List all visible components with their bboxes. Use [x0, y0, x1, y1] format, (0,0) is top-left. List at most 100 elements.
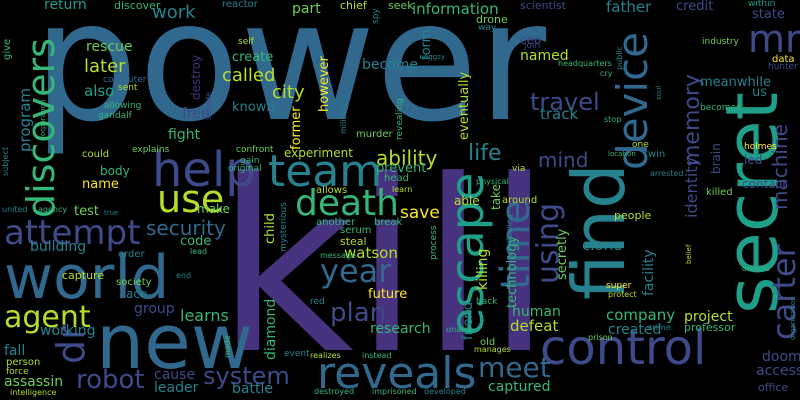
word-make: make	[197, 202, 230, 216]
word-future: future	[368, 287, 408, 302]
word-year: year	[320, 252, 392, 290]
word-event: event	[284, 349, 310, 359]
word-working: working	[40, 323, 96, 339]
word-program: program	[16, 87, 34, 152]
word-manages: manages	[474, 345, 511, 354]
word-prevent: prevent	[376, 161, 427, 176]
word-allows: allows	[316, 185, 348, 196]
word-confront: confront	[236, 145, 274, 155]
word-life: life	[468, 141, 502, 166]
word-eggsy: eggsy	[424, 53, 445, 61]
word-defeat: defeat	[510, 317, 559, 335]
word-around: around	[502, 195, 538, 206]
word-contact: contact	[742, 177, 787, 191]
word-city: city	[272, 82, 305, 103]
word-allowing: allowing	[104, 101, 142, 111]
word-system: system	[203, 362, 290, 390]
word-find: find	[557, 163, 641, 300]
word-destroyed: destroyed	[314, 387, 355, 396]
word-fall: fall	[4, 343, 26, 359]
word-brain: brain	[709, 143, 723, 174]
word-soul: soul	[655, 85, 663, 100]
word-following: following	[505, 214, 514, 250]
word-organization: organization	[789, 296, 797, 340]
word-mysterious: mysterious	[279, 202, 289, 252]
word-group: group	[134, 301, 175, 317]
word-serum: serum	[340, 225, 372, 236]
word-industry: industry	[702, 37, 739, 47]
word-leader: leader	[154, 380, 199, 396]
word-super: super	[606, 281, 632, 291]
word-friend: friend	[461, 301, 476, 340]
word-break: break	[374, 217, 403, 228]
word-within: within	[748, 0, 776, 9]
word-building: building	[30, 239, 87, 255]
word-identity: identity	[682, 156, 701, 218]
word-physical: physical	[476, 177, 509, 186]
word-ability: ability	[376, 146, 438, 170]
word-save: save	[400, 203, 440, 223]
word-meet: meet	[478, 351, 551, 384]
word-state: state	[752, 7, 785, 22]
word-captured: captured	[488, 379, 551, 395]
word-battle: battle	[232, 381, 273, 397]
word-control: control	[540, 320, 707, 376]
word-subject: subject	[1, 147, 10, 176]
word-created: created	[608, 322, 662, 338]
word-return: return	[44, 0, 87, 13]
word-mr: mr	[748, 17, 800, 61]
word-society: society	[116, 277, 152, 288]
word-back: back	[476, 297, 498, 307]
word-original: original	[228, 164, 262, 174]
word-location: location	[608, 150, 636, 158]
word-person: person	[6, 357, 41, 368]
word-people: people	[614, 209, 652, 222]
word-chief: chief	[340, 0, 367, 12]
word-made: made	[223, 335, 232, 358]
word-clone: clone	[582, 236, 623, 254]
word-cry: cry	[600, 69, 613, 78]
word-kill: kill	[216, 130, 553, 400]
word-robot: robot	[76, 365, 145, 395]
word-work: work	[152, 2, 196, 23]
word-watson: watson	[344, 244, 398, 262]
word-computer: computer	[103, 75, 147, 85]
word-later: later	[84, 56, 126, 77]
word-one: one	[632, 140, 649, 150]
word-however: however	[317, 56, 332, 112]
word-unable: unable	[446, 325, 474, 334]
word-office: office	[758, 381, 789, 394]
word-company: company	[606, 306, 676, 324]
word-power: power	[33, 0, 547, 159]
word-us: us	[752, 85, 768, 100]
word-eventually: eventually	[457, 71, 472, 140]
word-united: united	[2, 205, 28, 214]
word-agency: agency	[38, 205, 68, 214]
word-fight: fight	[168, 127, 201, 143]
word-imprisoned: imprisoned	[372, 387, 417, 396]
word-corporation: corporation	[39, 99, 47, 140]
word-drone: drone	[476, 13, 508, 26]
word-prison: prison	[588, 333, 613, 342]
word-developed: developed	[424, 387, 466, 396]
word-track: track	[540, 105, 579, 123]
word-human: human	[512, 304, 561, 320]
word-old: old	[480, 337, 496, 348]
word-realizes: realizes	[310, 351, 341, 360]
word-doom: doom	[762, 349, 800, 365]
word-becomes: becomes	[700, 103, 741, 113]
word-world: world	[4, 243, 170, 313]
word-sent: sent	[118, 83, 138, 93]
word-discover: discover	[114, 0, 161, 12]
word-killing: killing	[475, 248, 491, 290]
word-via: via	[512, 164, 526, 174]
word-gain: gain	[240, 156, 260, 166]
word-scientist: scientist	[520, 0, 566, 12]
word-crime: crime	[648, 323, 671, 332]
word-military: military	[339, 103, 348, 134]
word-father: father	[606, 0, 652, 16]
word-code: code	[180, 234, 212, 249]
word-name: name	[82, 177, 119, 192]
word-intelligence: intelligence	[10, 388, 57, 397]
word-become: become	[362, 57, 419, 73]
